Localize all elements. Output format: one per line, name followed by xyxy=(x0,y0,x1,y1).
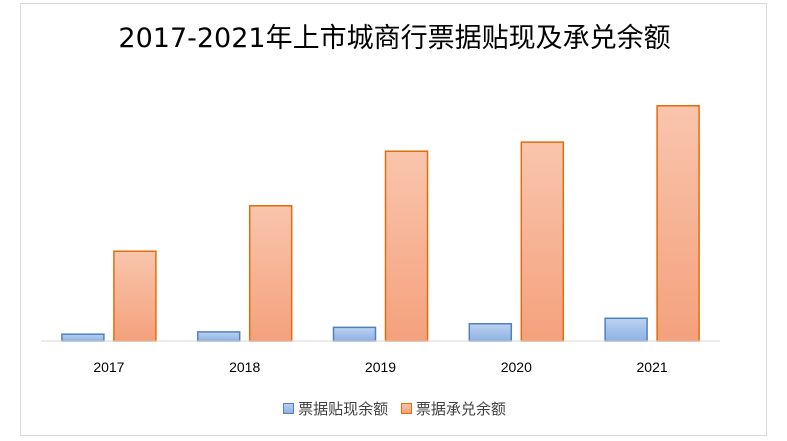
chart-frame: 2017-2021年上市城商行票据贴现及承兑余额 2017 2018 2019 202… xyxy=(20,3,767,436)
bar-acceptance-2020 xyxy=(520,141,565,342)
bar-discount-2020 xyxy=(468,322,513,342)
legend: 票据贴现余额 票据承兑余额 xyxy=(21,398,768,419)
bar-discount-2019 xyxy=(332,326,377,342)
bar-acceptance-2019 xyxy=(384,150,429,342)
bar-acceptance-2021 xyxy=(656,105,700,342)
legend-label-discount: 票据贴现余额 xyxy=(298,400,389,418)
plot-area: 2017 2018 2019 2020 2021 xyxy=(41,105,720,375)
legend-swatch-acceptance xyxy=(400,403,412,414)
legend-swatch-discount xyxy=(283,403,295,414)
chart-title: 2017-2021年上市城商行票据贴现及承兑余额 xyxy=(118,23,671,54)
x-tick-label: 2018 xyxy=(229,359,260,375)
x-tick-label: 2017 xyxy=(93,359,124,375)
bar-discount-2017 xyxy=(61,333,105,342)
bar-acceptance-2018 xyxy=(248,205,293,342)
bar-acceptance-2017 xyxy=(113,250,157,342)
legend-label-acceptance: 票据承兑余额 xyxy=(415,400,506,418)
x-tick-label: 2021 xyxy=(637,359,668,375)
legend-item-acceptance: 票据承兑余额 xyxy=(400,398,506,419)
legend-item-discount: 票据贴现余额 xyxy=(283,398,388,419)
bar-discount-2018 xyxy=(196,331,241,342)
x-tick-label: 2019 xyxy=(365,359,396,375)
bar-discount-2021 xyxy=(604,317,648,342)
x-tick-label: 2020 xyxy=(501,359,532,375)
